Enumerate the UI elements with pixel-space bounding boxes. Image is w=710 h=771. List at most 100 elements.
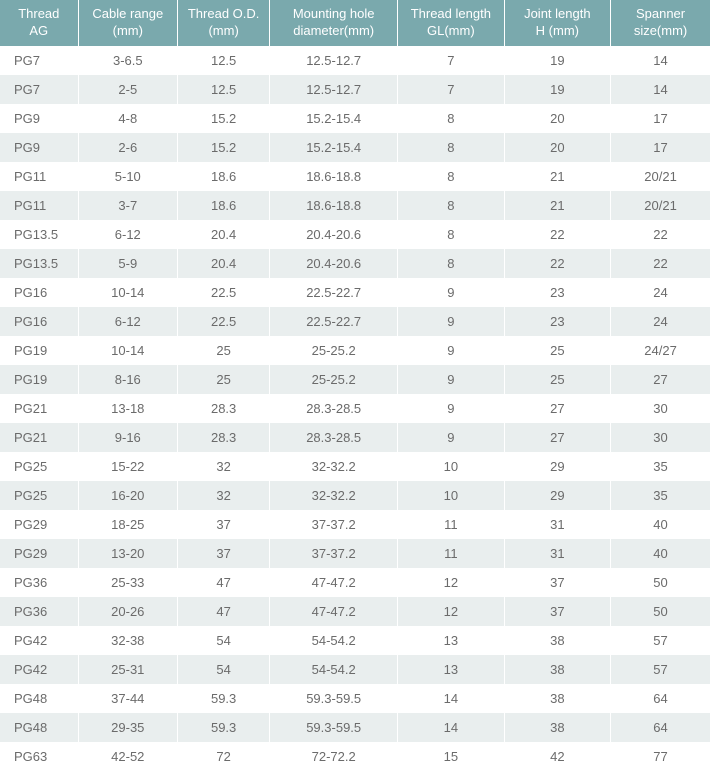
table-cell: 28.3: [177, 423, 269, 452]
table-row: PG3625-334747-47.2123750: [0, 568, 710, 597]
table-cell: 77: [611, 742, 710, 771]
table-cell: 12.5-12.7: [270, 75, 398, 104]
table-row: PG73-6.512.512.5-12.771914: [0, 46, 710, 75]
table-cell: 8: [398, 249, 505, 278]
table-cell: 59.3: [177, 713, 269, 742]
col-header-line1: Thread: [18, 6, 59, 21]
table-cell: 12: [398, 568, 505, 597]
table-cell: 21: [504, 162, 611, 191]
table-cell: 37: [177, 510, 269, 539]
table-cell: 25: [177, 336, 269, 365]
table-head: Thread AG Cable range (mm) Thread O.D. (…: [0, 0, 710, 46]
table-cell: 14: [398, 713, 505, 742]
table-cell: 15: [398, 742, 505, 771]
table-cell: 13: [398, 626, 505, 655]
table-cell: PG25: [0, 481, 78, 510]
table-cell: 25-31: [78, 655, 177, 684]
table-cell: 9: [398, 278, 505, 307]
table-row: PG92-615.215.2-15.482017: [0, 133, 710, 162]
table-cell: 42: [504, 742, 611, 771]
table-cell: 40: [611, 510, 710, 539]
table-cell: 2-6: [78, 133, 177, 162]
table-cell: 10: [398, 452, 505, 481]
table-cell: PG11: [0, 162, 78, 191]
table-cell: 64: [611, 684, 710, 713]
col-header-line1: Thread length: [411, 6, 491, 21]
table-row: PG113-718.618.6-18.882120/21: [0, 191, 710, 220]
table-cell: 50: [611, 568, 710, 597]
table-cell: 23: [504, 278, 611, 307]
table-cell: 25: [504, 336, 611, 365]
table-row: PG1910-142525-25.292524/27: [0, 336, 710, 365]
table-cell: 37: [504, 568, 611, 597]
table-cell: 32-38: [78, 626, 177, 655]
table-cell: 17: [611, 104, 710, 133]
table-cell: 15.2: [177, 104, 269, 133]
table-cell: 15.2: [177, 133, 269, 162]
table-cell: 32-32.2: [270, 452, 398, 481]
table-cell: 5-9: [78, 249, 177, 278]
table-cell: PG19: [0, 365, 78, 394]
table-row: PG219-1628.328.3-28.592730: [0, 423, 710, 452]
col-header-line1: Cable range: [92, 6, 163, 21]
col-header-line2: H (mm): [536, 23, 579, 38]
table-cell: 8: [398, 133, 505, 162]
table-cell: 25-25.2: [270, 365, 398, 394]
table-cell: 28.3-28.5: [270, 394, 398, 423]
table-cell: 37-37.2: [270, 510, 398, 539]
table-cell: 9: [398, 394, 505, 423]
table-cell: 25-25.2: [270, 336, 398, 365]
table-cell: 7: [398, 46, 505, 75]
table-cell: 27: [504, 423, 611, 452]
table-cell: 9: [398, 365, 505, 394]
col-header-line2: (mm): [208, 23, 238, 38]
table-cell: 21: [504, 191, 611, 220]
table-cell: PG29: [0, 539, 78, 568]
table-cell: 24: [611, 307, 710, 336]
table-cell: PG48: [0, 713, 78, 742]
table-cell: PG13.5: [0, 220, 78, 249]
table-cell: 27: [504, 394, 611, 423]
table-cell: PG63: [0, 742, 78, 771]
table-cell: 22: [611, 220, 710, 249]
col-header-line2: GL(mm): [427, 23, 475, 38]
table-cell: 27: [611, 365, 710, 394]
table-cell: 35: [611, 452, 710, 481]
table-cell: PG11: [0, 191, 78, 220]
col-header-line2: diameter(mm): [293, 23, 374, 38]
table-cell: 22.5-22.7: [270, 278, 398, 307]
table-cell: 22: [504, 249, 611, 278]
table-row: PG4232-385454-54.2133857: [0, 626, 710, 655]
col-header-line2: size(mm): [634, 23, 687, 38]
table-cell: 47-47.2: [270, 597, 398, 626]
table-cell: 18.6: [177, 162, 269, 191]
table-cell: 22.5: [177, 278, 269, 307]
table-cell: 30: [611, 394, 710, 423]
table-cell: 13-18: [78, 394, 177, 423]
table-cell: 24: [611, 278, 710, 307]
table-cell: 38: [504, 713, 611, 742]
table-cell: 13: [398, 655, 505, 684]
table-row: PG2516-203232-32.2102935: [0, 481, 710, 510]
table-cell: 25-33: [78, 568, 177, 597]
table-cell: 40: [611, 539, 710, 568]
table-cell: 17: [611, 133, 710, 162]
table-cell: 4-8: [78, 104, 177, 133]
table-cell: 32: [177, 481, 269, 510]
table-cell: 57: [611, 655, 710, 684]
table-cell: 9: [398, 336, 505, 365]
table-cell: 6-12: [78, 220, 177, 249]
table-cell: 59.3: [177, 684, 269, 713]
table-cell: 31: [504, 510, 611, 539]
table-cell: 25: [504, 365, 611, 394]
table-cell: 12.5: [177, 46, 269, 75]
table-cell: 54-54.2: [270, 655, 398, 684]
table-cell: 16-20: [78, 481, 177, 510]
table-cell: PG13.5: [0, 249, 78, 278]
table-cell: 28.3: [177, 394, 269, 423]
table-cell: 10: [398, 481, 505, 510]
spec-table: Thread AG Cable range (mm) Thread O.D. (…: [0, 0, 710, 771]
table-cell: 5-10: [78, 162, 177, 191]
table-cell: 15.2-15.4: [270, 104, 398, 133]
table-cell: 3-7: [78, 191, 177, 220]
